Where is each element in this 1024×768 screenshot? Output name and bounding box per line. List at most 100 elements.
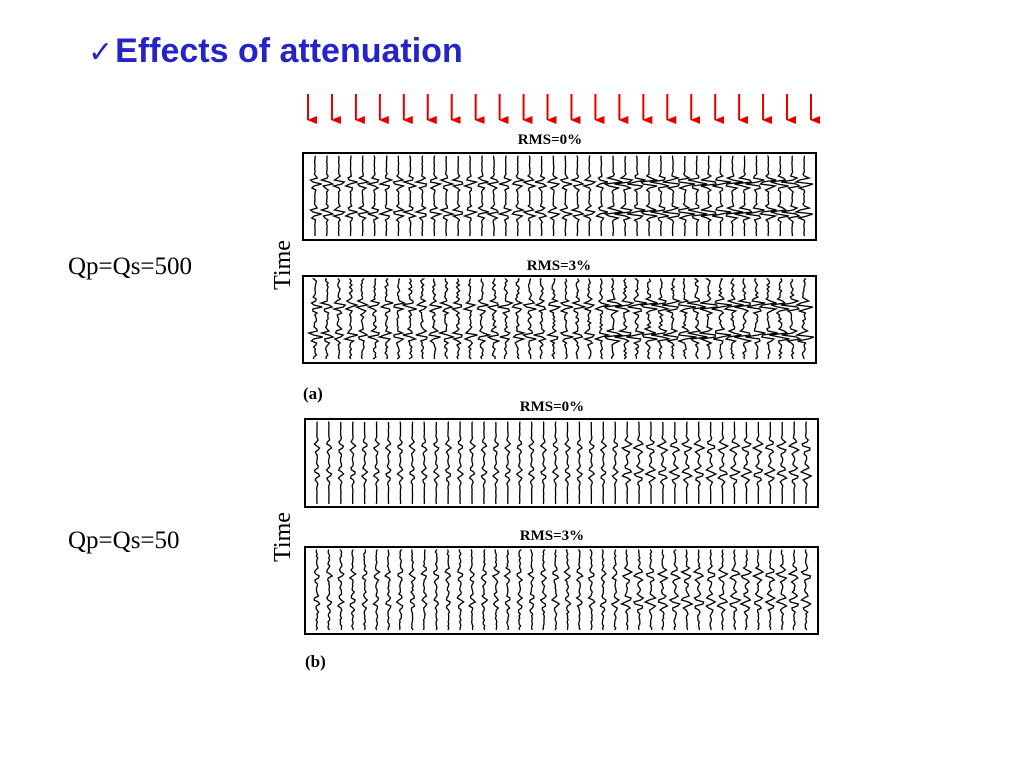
panel-b-caption: (b) bbox=[305, 652, 326, 671]
seismic-trace bbox=[486, 278, 501, 360]
seismic-trace bbox=[319, 155, 335, 237]
seismic-trace bbox=[610, 549, 621, 631]
seismic-trace bbox=[356, 155, 371, 236]
seismic-trace bbox=[450, 155, 464, 237]
seismic-trace bbox=[521, 155, 538, 236]
seismic-trace bbox=[640, 155, 659, 237]
seismic-trace bbox=[775, 549, 788, 631]
seismic-trace bbox=[582, 278, 596, 360]
seismic-trace bbox=[751, 421, 765, 505]
source-arrows bbox=[307, 94, 820, 124]
seismic-trace bbox=[539, 549, 548, 631]
seismic-trace bbox=[650, 278, 671, 360]
seismic-trace bbox=[593, 278, 611, 360]
seismic-trace bbox=[325, 421, 333, 505]
panel-b-top-title: RMS=0% bbox=[520, 399, 584, 415]
seismic-trace bbox=[438, 155, 456, 237]
q-label-50: Qp=Qs=50 bbox=[68, 527, 180, 554]
seismic-trace bbox=[686, 278, 708, 360]
panel-b-bottom-title: RMS=3% bbox=[520, 528, 584, 544]
seismic-trace bbox=[413, 155, 428, 237]
seismogram-b-rms0 bbox=[304, 418, 819, 508]
time-axis-label-b: Time bbox=[270, 512, 296, 562]
seismic-trace bbox=[384, 421, 392, 505]
seismic-trace bbox=[626, 278, 648, 360]
q-label-500: Qp=Qs=500 bbox=[68, 253, 193, 280]
seismic-trace bbox=[677, 155, 696, 237]
seismic-trace bbox=[326, 549, 334, 631]
seismic-trace bbox=[510, 155, 526, 237]
seismic-trace bbox=[444, 421, 453, 504]
seismic-trace bbox=[734, 278, 753, 360]
seismic-trace bbox=[745, 278, 766, 360]
seismic-trace bbox=[527, 549, 535, 631]
seismic-trace bbox=[521, 278, 537, 360]
seismic-trace bbox=[594, 155, 609, 237]
seismic-trace bbox=[775, 422, 788, 505]
seismic-trace bbox=[393, 278, 407, 360]
seismogram-frame bbox=[302, 275, 817, 364]
seismic-trace bbox=[800, 549, 812, 631]
seismic-trace bbox=[396, 421, 404, 505]
seismic-trace bbox=[545, 278, 562, 360]
seismic-trace bbox=[611, 421, 619, 505]
seismic-trace bbox=[564, 422, 572, 504]
seismic-trace bbox=[402, 278, 418, 360]
seismic-trace bbox=[377, 278, 394, 360]
seismic-trace bbox=[476, 278, 492, 360]
seismic-trace bbox=[587, 549, 596, 631]
seismic-trace bbox=[711, 278, 733, 360]
seismic-trace bbox=[700, 155, 717, 237]
seismic-trace bbox=[587, 422, 596, 505]
seismic-trace bbox=[758, 155, 778, 237]
seismic-trace bbox=[764, 549, 777, 631]
seismic-trace bbox=[799, 421, 813, 505]
seismic-trace bbox=[602, 278, 624, 360]
seismic-trace bbox=[680, 549, 694, 631]
seismic-trace bbox=[309, 155, 322, 237]
seismic-trace bbox=[313, 549, 321, 631]
slide-title-text: Effects of attenuation bbox=[115, 32, 463, 70]
seismic-trace bbox=[511, 278, 527, 360]
seismic-trace bbox=[395, 549, 404, 631]
seismic-trace bbox=[415, 278, 428, 360]
seismic-trace bbox=[723, 278, 744, 360]
seismic-trace bbox=[716, 549, 729, 631]
seismic-trace bbox=[360, 421, 369, 504]
seismic-trace bbox=[420, 549, 428, 631]
seismic-trace bbox=[392, 155, 406, 237]
seismic-trace bbox=[313, 421, 321, 505]
seismic-trace bbox=[349, 421, 357, 505]
seismic-trace bbox=[408, 421, 416, 505]
slide-title: ✓Effects of attenuation bbox=[88, 34, 463, 68]
seismic-trace bbox=[570, 278, 588, 360]
seismic-trace bbox=[656, 549, 669, 631]
seismic-trace bbox=[649, 155, 670, 237]
seismic-trace bbox=[769, 278, 790, 360]
seismic-trace bbox=[693, 421, 706, 504]
seismic-trace bbox=[698, 278, 718, 360]
seismic-trace bbox=[539, 421, 548, 505]
seismic-trace bbox=[705, 421, 718, 505]
seismic-trace bbox=[632, 549, 645, 631]
seismic-trace bbox=[450, 278, 463, 360]
seismic-trace bbox=[515, 421, 524, 504]
seismic-trace bbox=[668, 549, 682, 631]
seismic-trace bbox=[428, 278, 443, 360]
seismogram-frame bbox=[304, 546, 819, 635]
seismic-trace bbox=[476, 155, 489, 237]
seismic-trace bbox=[401, 155, 418, 237]
seismic-trace bbox=[599, 421, 608, 505]
seismic-trace bbox=[599, 549, 607, 631]
seismic-trace bbox=[739, 422, 753, 505]
seismic-trace bbox=[461, 278, 478, 360]
seismic-trace bbox=[751, 549, 765, 631]
seismic-trace bbox=[331, 156, 346, 237]
seismic-trace bbox=[366, 278, 381, 360]
seismic-trace bbox=[728, 549, 742, 631]
seismic-trace bbox=[676, 278, 697, 360]
seismogram-a-rms0 bbox=[302, 152, 817, 241]
seismic-trace bbox=[576, 421, 584, 505]
seismogram-frame bbox=[302, 152, 817, 241]
seismic-trace bbox=[763, 421, 776, 504]
